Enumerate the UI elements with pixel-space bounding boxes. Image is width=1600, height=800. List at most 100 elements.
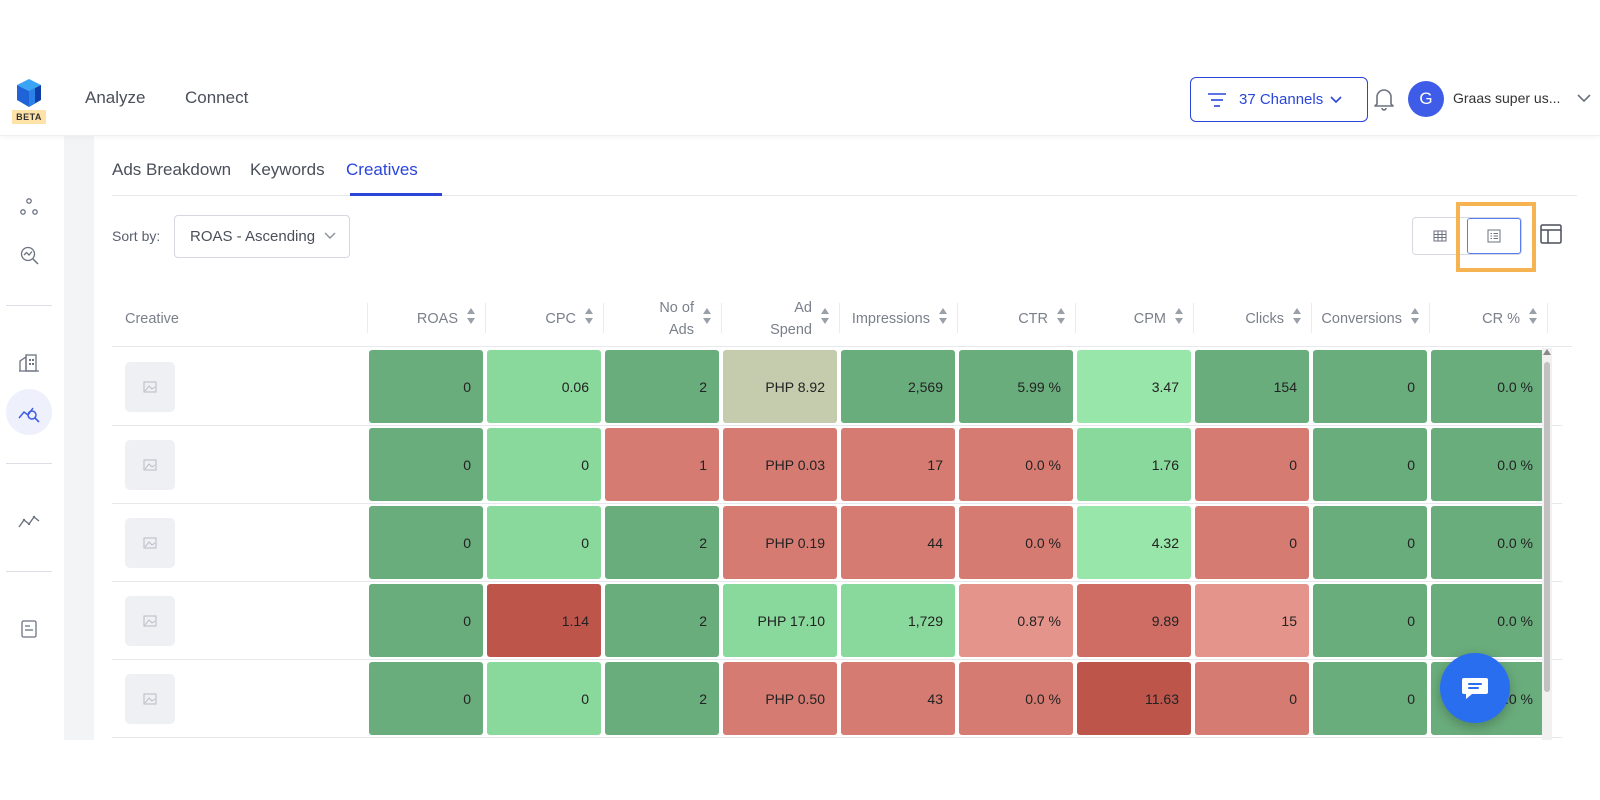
sidebar-item-reports[interactable] — [18, 618, 40, 640]
chat-button[interactable] — [1440, 653, 1510, 723]
metric-cell: 2 — [605, 350, 719, 423]
chevron-down-icon[interactable] — [1576, 92, 1592, 104]
metric-cell: PHP 8.92 — [723, 350, 837, 423]
column-separator — [957, 303, 958, 333]
top-bar: BETA Analyze Connect 37 Channels G Graas… — [0, 70, 1600, 136]
column-header-no-of-ads[interactable]: No of Ads — [604, 291, 722, 347]
logo-cube-icon — [17, 79, 41, 107]
table-row[interactable]: 0 0.06 2 PHP 8.92 2,569 5.99 % 3.47 154 0 0.0 % — [112, 348, 1562, 426]
column-header-impressions[interactable]: Impressions — [840, 291, 958, 347]
logo[interactable]: BETA — [12, 78, 46, 124]
column-header-label: No of Ads — [659, 300, 694, 338]
column-header-label: Conversions — [1321, 311, 1402, 327]
sidebar-divider — [6, 305, 52, 306]
metric-cell: 3.47 — [1077, 350, 1191, 423]
column-header-ctr[interactable]: CTR — [958, 291, 1076, 347]
sidebar-divider — [6, 571, 52, 572]
metric-cell: 0 — [1313, 350, 1427, 423]
nav-analyze[interactable]: Analyze — [85, 88, 146, 107]
grid-view-button[interactable] — [1413, 218, 1467, 254]
metric-cell: 0 — [369, 662, 483, 735]
creative-thumbnail[interactable] — [125, 440, 175, 490]
vertical-scrollbar[interactable] — [1542, 348, 1552, 740]
column-header-label: CR % — [1482, 311, 1520, 327]
channels-label: 37 Channels — [1239, 91, 1324, 108]
sidebar-item-analysis[interactable] — [18, 244, 40, 266]
creative-thumbnail[interactable] — [125, 518, 175, 568]
tab-ads-breakdown[interactable]: Ads Breakdown — [112, 160, 232, 179]
user-name[interactable]: Graas super us... — [1453, 90, 1561, 106]
column-header-label: Clicks — [1245, 311, 1284, 327]
sidebar-item-trends[interactable] — [18, 511, 40, 533]
tab-creatives[interactable]: Creatives — [346, 160, 418, 179]
scroll-up-arrow[interactable] — [1543, 349, 1551, 355]
column-header-roas[interactable]: ROAS — [368, 291, 486, 347]
sort-arrows-icon[interactable] — [1410, 307, 1420, 332]
column-separator — [1075, 303, 1076, 333]
creative-thumbnail[interactable] — [125, 362, 175, 412]
column-separator — [721, 303, 722, 333]
metric-cell: 0 — [369, 428, 483, 501]
metric-cell: 2 — [605, 662, 719, 735]
metric-cell: PHP 0.03 — [723, 428, 837, 501]
column-header-conversions[interactable]: Conversions — [1312, 291, 1430, 347]
sidebar-item-nodes[interactable] — [18, 196, 40, 218]
column-header-ad-spend[interactable]: Ad Spend — [722, 291, 840, 347]
creative-thumbnail[interactable] — [125, 674, 175, 724]
metric-cell: 1.14 — [487, 584, 601, 657]
metric-cell: 9.89 — [1077, 584, 1191, 657]
column-header-label: CPM — [1133, 311, 1166, 327]
line-chart-icon — [18, 515, 40, 528]
scrollbar-thumb[interactable] — [1544, 362, 1550, 692]
filter-icon — [1208, 92, 1226, 107]
sort-arrows-icon[interactable] — [1292, 307, 1302, 332]
metric-cell: PHP 0.50 — [723, 662, 837, 735]
sort-arrows-icon[interactable] — [820, 307, 830, 332]
column-separator — [367, 303, 368, 333]
metric-cell: 1,729 — [841, 584, 955, 657]
column-separator — [1429, 303, 1430, 333]
sort-arrows-icon[interactable] — [584, 307, 594, 332]
sort-arrows-icon[interactable] — [466, 307, 476, 332]
avatar[interactable]: G — [1408, 81, 1444, 117]
column-header-cpc[interactable]: CPC — [486, 291, 604, 347]
table-row[interactable]: 0 0 2 PHP 0.19 44 0.0 % 4.32 0 0 0.0 % — [112, 504, 1562, 582]
table-row[interactable]: 0 1.14 2 PHP 17.10 1,729 0.87 % 9.89 15 0 0.0 % — [112, 582, 1562, 660]
sort-arrows-icon[interactable] — [938, 307, 948, 332]
column-separator — [1193, 303, 1194, 333]
metric-cell: 5.99 % — [959, 350, 1073, 423]
nodes-icon — [20, 198, 38, 215]
metric-cell: 0 — [369, 584, 483, 657]
image-placeholder-icon — [143, 537, 157, 549]
column-separator — [485, 303, 486, 333]
column-header-label: ROAS — [416, 311, 458, 327]
column-header-creative[interactable]: Creative — [112, 291, 368, 347]
column-header-cr-[interactable]: CR % — [1430, 291, 1548, 347]
list-view-icon — [1487, 229, 1501, 243]
metric-cell: 17 — [841, 428, 955, 501]
metric-cell: 0 — [487, 662, 601, 735]
metric-cell: 0.0 % — [959, 506, 1073, 579]
tab-bar: Ads Breakdown Keywords Creatives — [112, 136, 1577, 196]
metric-cell: 0 — [1195, 506, 1309, 579]
column-header-cpm[interactable]: CPM — [1076, 291, 1194, 347]
beta-badge: BETA — [12, 110, 46, 124]
creative-thumbnail[interactable] — [125, 596, 175, 646]
sidebar-item-ads-analysis[interactable] — [6, 389, 52, 435]
columns-layout-icon[interactable] — [1540, 224, 1562, 244]
sort-select[interactable]: ROAS - Ascending — [174, 215, 350, 258]
tab-keywords[interactable]: Keywords — [250, 160, 325, 179]
column-header-clicks[interactable]: Clicks — [1194, 291, 1312, 347]
table-row[interactable]: 0 0 2 PHP 0.50 43 0.0 % 11.63 0 0 0.0 % — [112, 660, 1562, 738]
metric-cell: 154 — [1195, 350, 1309, 423]
sort-arrows-icon[interactable] — [1528, 307, 1538, 332]
sidebar-item-stores[interactable] — [18, 352, 40, 374]
sort-arrows-icon[interactable] — [1056, 307, 1066, 332]
sort-arrows-icon[interactable] — [1174, 307, 1184, 332]
table-row[interactable]: 0 0 1 PHP 0.03 17 0.0 % 1.76 0 0 0.0 % — [112, 426, 1562, 504]
heatmap-view-button[interactable] — [1467, 218, 1521, 254]
channels-filter-button[interactable]: 37 Channels — [1190, 77, 1368, 122]
bell-icon[interactable] — [1372, 86, 1396, 112]
sort-arrows-icon[interactable] — [702, 307, 712, 332]
nav-connect[interactable]: Connect — [185, 88, 249, 107]
